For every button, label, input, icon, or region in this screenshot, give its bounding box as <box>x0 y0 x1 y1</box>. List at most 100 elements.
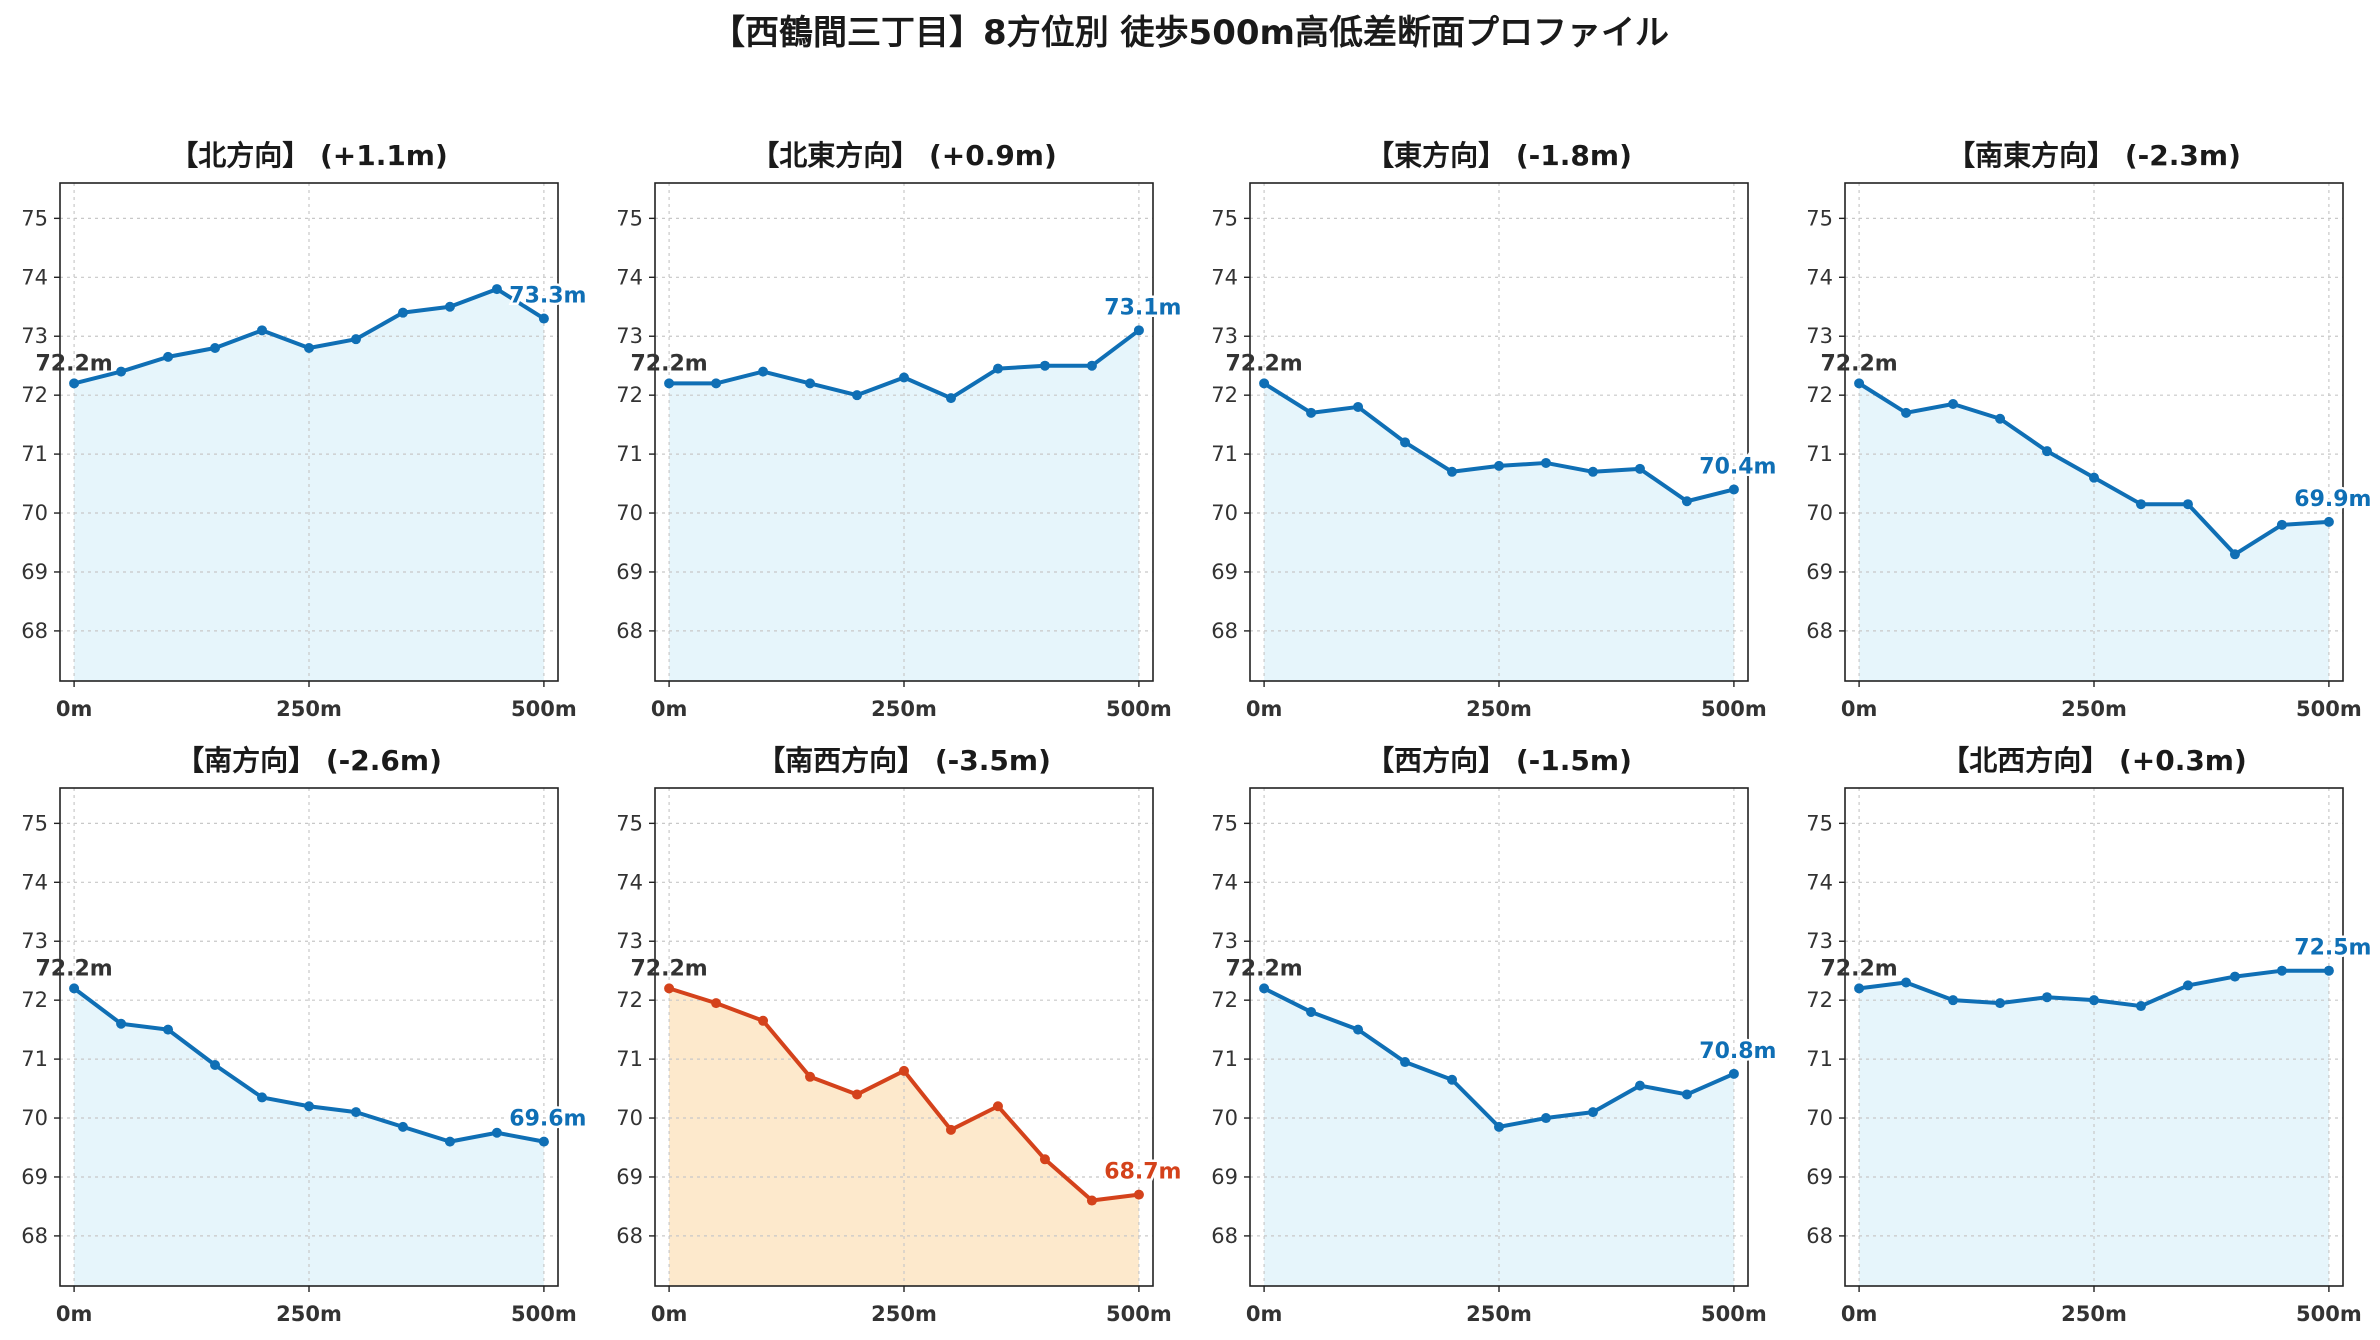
x-tick-label: 0m <box>56 697 93 721</box>
panel-title: 【南西方向】 (-3.5m) <box>757 744 1051 777</box>
data-point <box>1681 1089 1692 1100</box>
data-point <box>1039 360 1050 371</box>
profile-area <box>1264 383 1734 681</box>
end-value-label: 70.8m <box>1699 1039 1776 1064</box>
data-point <box>2042 992 2053 1003</box>
x-tick-label: 250m <box>2061 697 2127 721</box>
y-tick-label: 74 <box>21 870 48 894</box>
y-tick-label: 71 <box>1211 1047 1238 1071</box>
data-point <box>852 390 863 401</box>
data-point <box>1306 1006 1317 1017</box>
data-point <box>1447 1074 1458 1085</box>
y-tick-label: 75 <box>21 206 48 230</box>
y-tick-label: 74 <box>21 265 48 289</box>
end-value-label: 69.9m <box>2294 487 2371 512</box>
y-tick-label: 70 <box>1211 501 1238 525</box>
y-tick-label: 73 <box>616 929 643 953</box>
y-tick-label: 73 <box>1211 324 1238 348</box>
panel-title: 【南方向】 (-2.6m) <box>176 744 442 777</box>
panel-title: 【北東方向】 (+0.9m) <box>751 139 1057 172</box>
start-value-label: 72.2m <box>1225 351 1302 376</box>
data-point <box>397 307 408 318</box>
y-tick-label: 74 <box>1211 265 1238 289</box>
x-tick-label: 0m <box>1246 1302 1283 1326</box>
data-point <box>1587 466 1598 477</box>
y-tick-label: 74 <box>1806 870 1833 894</box>
data-point <box>1400 1057 1411 1068</box>
y-tick-label: 69 <box>1806 1165 1833 1189</box>
end-value-label: 70.4m <box>1699 454 1776 479</box>
data-point <box>2042 446 2053 457</box>
y-tick-label: 69 <box>1806 560 1833 584</box>
y-tick-label: 71 <box>616 1047 643 1071</box>
data-point <box>711 998 722 1009</box>
y-tick-label: 73 <box>21 324 48 348</box>
y-tick-label: 75 <box>1211 811 1238 835</box>
y-tick-label: 73 <box>1806 929 1833 953</box>
data-point <box>2323 516 2334 527</box>
panel-title: 【西方向】 (-1.5m) <box>1366 744 1632 777</box>
data-point <box>1133 325 1144 336</box>
data-point <box>945 1124 956 1135</box>
x-tick-label: 250m <box>276 1302 342 1326</box>
data-point <box>1447 466 1458 477</box>
y-tick-label: 71 <box>616 442 643 466</box>
data-point <box>2089 995 2099 1006</box>
y-tick-label: 74 <box>616 265 643 289</box>
data-point <box>1995 413 2006 424</box>
data-point <box>899 372 909 383</box>
y-tick-label: 71 <box>1211 442 1238 466</box>
data-point <box>1353 401 1364 412</box>
y-tick-label: 68 <box>1211 1224 1238 1248</box>
panel-4: 【南方向】 (-2.6m) 68 69 70 71 72 73 74 75 0m 250m 500m 7… <box>21 744 589 1326</box>
data-point <box>304 1101 314 1112</box>
data-point <box>1086 1195 1097 1206</box>
data-point <box>69 983 80 994</box>
y-tick-label: 68 <box>616 619 643 643</box>
y-tick-label: 70 <box>1211 1106 1238 1130</box>
y-tick-label: 70 <box>21 501 48 525</box>
data-point <box>1400 437 1411 448</box>
y-tick-label: 75 <box>616 811 643 835</box>
data-point <box>1854 378 1865 389</box>
panel-title: 【北方向】 (+1.1m) <box>170 139 448 172</box>
profile-area <box>1859 383 2329 681</box>
data-point <box>758 366 769 377</box>
y-tick-label: 72 <box>1211 383 1238 407</box>
x-tick-label: 500m <box>2296 1302 2362 1326</box>
data-point <box>397 1121 408 1132</box>
data-point <box>1494 460 1504 471</box>
data-point <box>1728 1068 1739 1079</box>
data-point <box>2182 499 2193 510</box>
data-point <box>1634 463 1645 474</box>
data-point <box>1587 1107 1598 1118</box>
y-tick-label: 74 <box>1211 870 1238 894</box>
panel-title: 【東方向】 (-1.8m) <box>1366 139 1632 172</box>
data-point <box>69 378 80 389</box>
y-tick-label: 75 <box>21 811 48 835</box>
y-tick-label: 69 <box>616 1165 643 1189</box>
y-tick-label: 72 <box>1806 988 1833 1012</box>
x-tick-label: 0m <box>651 1302 688 1326</box>
x-tick-label: 0m <box>1246 697 1283 721</box>
data-point <box>1039 1154 1050 1165</box>
data-point <box>1854 983 1865 994</box>
data-point <box>538 313 549 324</box>
data-point <box>2276 519 2287 530</box>
data-point <box>2276 965 2287 976</box>
x-tick-label: 250m <box>1466 1302 1532 1326</box>
y-tick-label: 70 <box>616 1106 643 1130</box>
y-tick-label: 75 <box>1806 811 1833 835</box>
y-tick-label: 73 <box>1806 324 1833 348</box>
y-tick-label: 75 <box>1806 206 1833 230</box>
x-tick-label: 0m <box>1841 1302 1878 1326</box>
y-tick-label: 72 <box>1806 383 1833 407</box>
end-value-label: 72.5m <box>2294 936 2371 961</box>
x-tick-label: 500m <box>1701 697 1767 721</box>
y-tick-label: 69 <box>21 1165 48 1189</box>
y-tick-label: 70 <box>1806 501 1833 525</box>
data-point <box>852 1089 863 1100</box>
data-point <box>1995 998 2006 1009</box>
data-point <box>1259 378 1270 389</box>
